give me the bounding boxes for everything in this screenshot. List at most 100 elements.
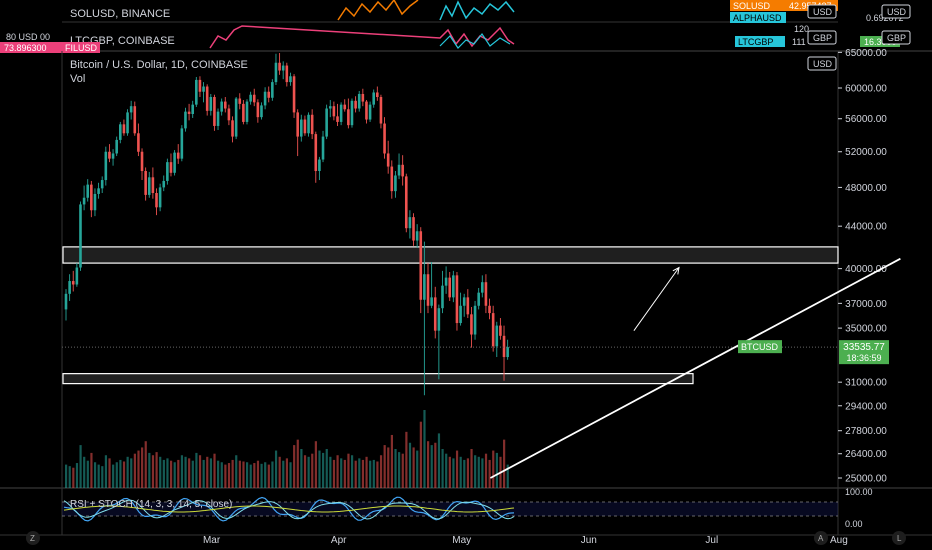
rsi-tick-0: 0.00 <box>845 519 863 529</box>
volume-bar <box>325 449 328 488</box>
volume-bar <box>75 463 79 488</box>
candle <box>408 210 412 239</box>
candle <box>390 160 394 199</box>
volume-bar <box>347 453 350 488</box>
volume-bar <box>488 459 491 488</box>
volume-bar <box>448 456 451 488</box>
volume-bar <box>419 421 422 488</box>
volume-bar <box>191 460 194 488</box>
volume-bar <box>401 453 404 488</box>
volume-bar <box>430 445 433 488</box>
volume-bar <box>390 434 393 488</box>
volume-bar <box>477 456 480 488</box>
candle <box>115 136 118 157</box>
volume-bar <box>372 459 375 488</box>
volume-bar <box>293 445 296 488</box>
candle <box>437 304 441 380</box>
trendline[interactable] <box>489 257 901 479</box>
candle <box>169 153 173 177</box>
candle <box>462 293 466 317</box>
volume-bar <box>466 458 470 488</box>
vol-label: Vol <box>70 73 85 85</box>
candle <box>90 180 93 218</box>
volume-bar <box>242 461 245 488</box>
candle <box>350 98 354 128</box>
candle <box>93 188 97 217</box>
ltc-right-value: 16.3000 <box>864 37 897 47</box>
volume-bar <box>376 461 379 488</box>
candle <box>397 153 401 180</box>
candle <box>234 96 238 140</box>
volume-bar <box>387 447 390 488</box>
candle <box>401 155 404 186</box>
drawings[interactable] <box>62 257 901 479</box>
auto-scale-button[interactable] <box>814 531 828 545</box>
time-tick-label: Jul <box>705 535 718 546</box>
volume-bar <box>398 452 401 488</box>
candle <box>75 263 79 287</box>
log-scale-button[interactable] <box>892 531 906 545</box>
volume-bar <box>408 442 412 488</box>
volume-bar <box>184 456 187 488</box>
volume-bar <box>354 460 357 488</box>
candle <box>64 289 68 321</box>
volume-bar <box>137 450 140 488</box>
volume-bar <box>246 462 249 488</box>
log-scale-label: L <box>897 534 902 543</box>
countdown-value: 18:36:59 <box>846 353 881 363</box>
left-axis-button[interactable] <box>26 531 40 545</box>
volume-bar <box>340 458 343 488</box>
volume-bar <box>329 456 332 488</box>
candle <box>104 146 108 186</box>
volume-bar <box>343 459 346 488</box>
price-axis[interactable]: 65000.00 60000.00 56000.00 52000.00 48000.00… <box>838 48 887 485</box>
ltc-value: 111 <box>792 37 806 47</box>
candle <box>271 79 274 101</box>
support-zone[interactable] <box>62 373 694 385</box>
candle <box>495 321 499 358</box>
usd-unit-1: USD <box>813 7 833 17</box>
candle <box>433 286 437 339</box>
scale-120: 120 <box>794 24 809 34</box>
volume-bar <box>119 459 122 488</box>
left-tag-2: 73.896300 <box>4 43 47 53</box>
volume-bar <box>300 449 303 488</box>
volume-bar <box>369 460 372 488</box>
candle <box>379 94 383 129</box>
candle <box>444 266 448 294</box>
projection-arrow[interactable] <box>633 267 680 331</box>
candle <box>386 140 390 174</box>
candle <box>71 270 75 292</box>
time-tick-label: May <box>452 535 471 546</box>
candle <box>365 100 368 124</box>
gbp-unit-2: GBP <box>887 33 906 43</box>
volume-bar <box>72 467 75 488</box>
fil-badge-box <box>62 42 100 53</box>
rsi-line <box>63 505 515 513</box>
solusd-badge-box <box>730 0 786 11</box>
volume-bar <box>86 460 89 488</box>
volume-bar <box>412 447 415 488</box>
candle <box>481 275 484 298</box>
candle <box>491 305 495 352</box>
volume-bar <box>144 441 147 488</box>
candle <box>281 61 285 80</box>
volume-bar <box>289 462 292 488</box>
candle <box>263 87 267 110</box>
candle <box>209 93 213 116</box>
support-zone[interactable] <box>62 246 839 264</box>
candle <box>198 76 202 97</box>
candle <box>383 117 386 159</box>
volume-bar <box>133 453 136 488</box>
candle <box>285 62 289 87</box>
main-unit-box[interactable] <box>807 56 837 71</box>
volume-bar <box>463 459 466 488</box>
volume-bar <box>318 450 321 488</box>
time-axis[interactable]: Mar Apr May Jun Jul Aug <box>203 535 848 546</box>
volume-bar <box>274 450 278 488</box>
support-zones[interactable] <box>62 246 839 385</box>
candle <box>231 116 234 143</box>
candle <box>111 149 115 166</box>
